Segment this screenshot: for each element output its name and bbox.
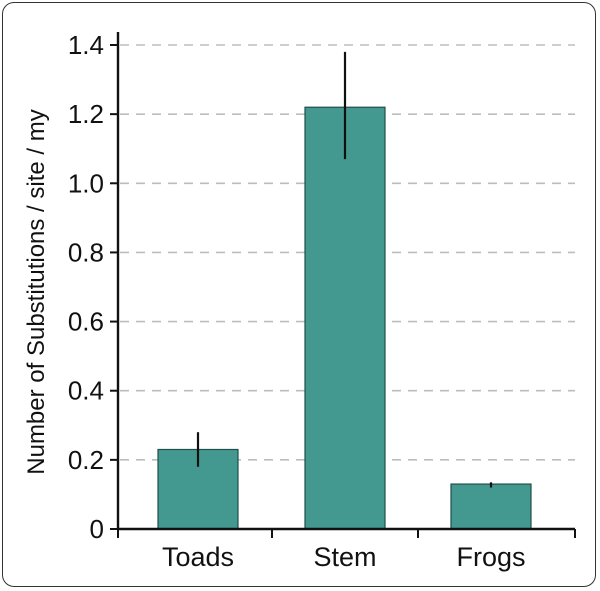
bars bbox=[157, 106, 532, 530]
x-ticks: Toads Stem Frogs bbox=[117, 529, 576, 572]
y-tick-label: 1.2 bbox=[68, 99, 104, 129]
y-ticks: 0 0.2 0.4 0.6 0.8 1.0 1.2 1.4 bbox=[68, 30, 118, 544]
error-bars bbox=[196, 51, 493, 488]
y-tick-label: 1.0 bbox=[68, 168, 104, 198]
y-tick-label: 1.4 bbox=[68, 30, 104, 60]
y-tick-label: 0.8 bbox=[68, 237, 104, 267]
y-axis-title: Number of Substitutions / site / my bbox=[23, 109, 50, 474]
bar-frogs bbox=[450, 483, 532, 530]
y-tick-label: 0 bbox=[90, 514, 104, 544]
y-tick-label: 0.4 bbox=[68, 376, 104, 406]
y-tick-label: 0.6 bbox=[68, 307, 104, 337]
y-tick-label: 0.2 bbox=[68, 445, 104, 475]
x-tick-label-frogs: Frogs bbox=[456, 542, 525, 572]
x-tick-label-stem: Stem bbox=[313, 542, 376, 572]
x-tick-label-toads: Toads bbox=[162, 542, 234, 572]
bar-stem bbox=[304, 106, 386, 530]
